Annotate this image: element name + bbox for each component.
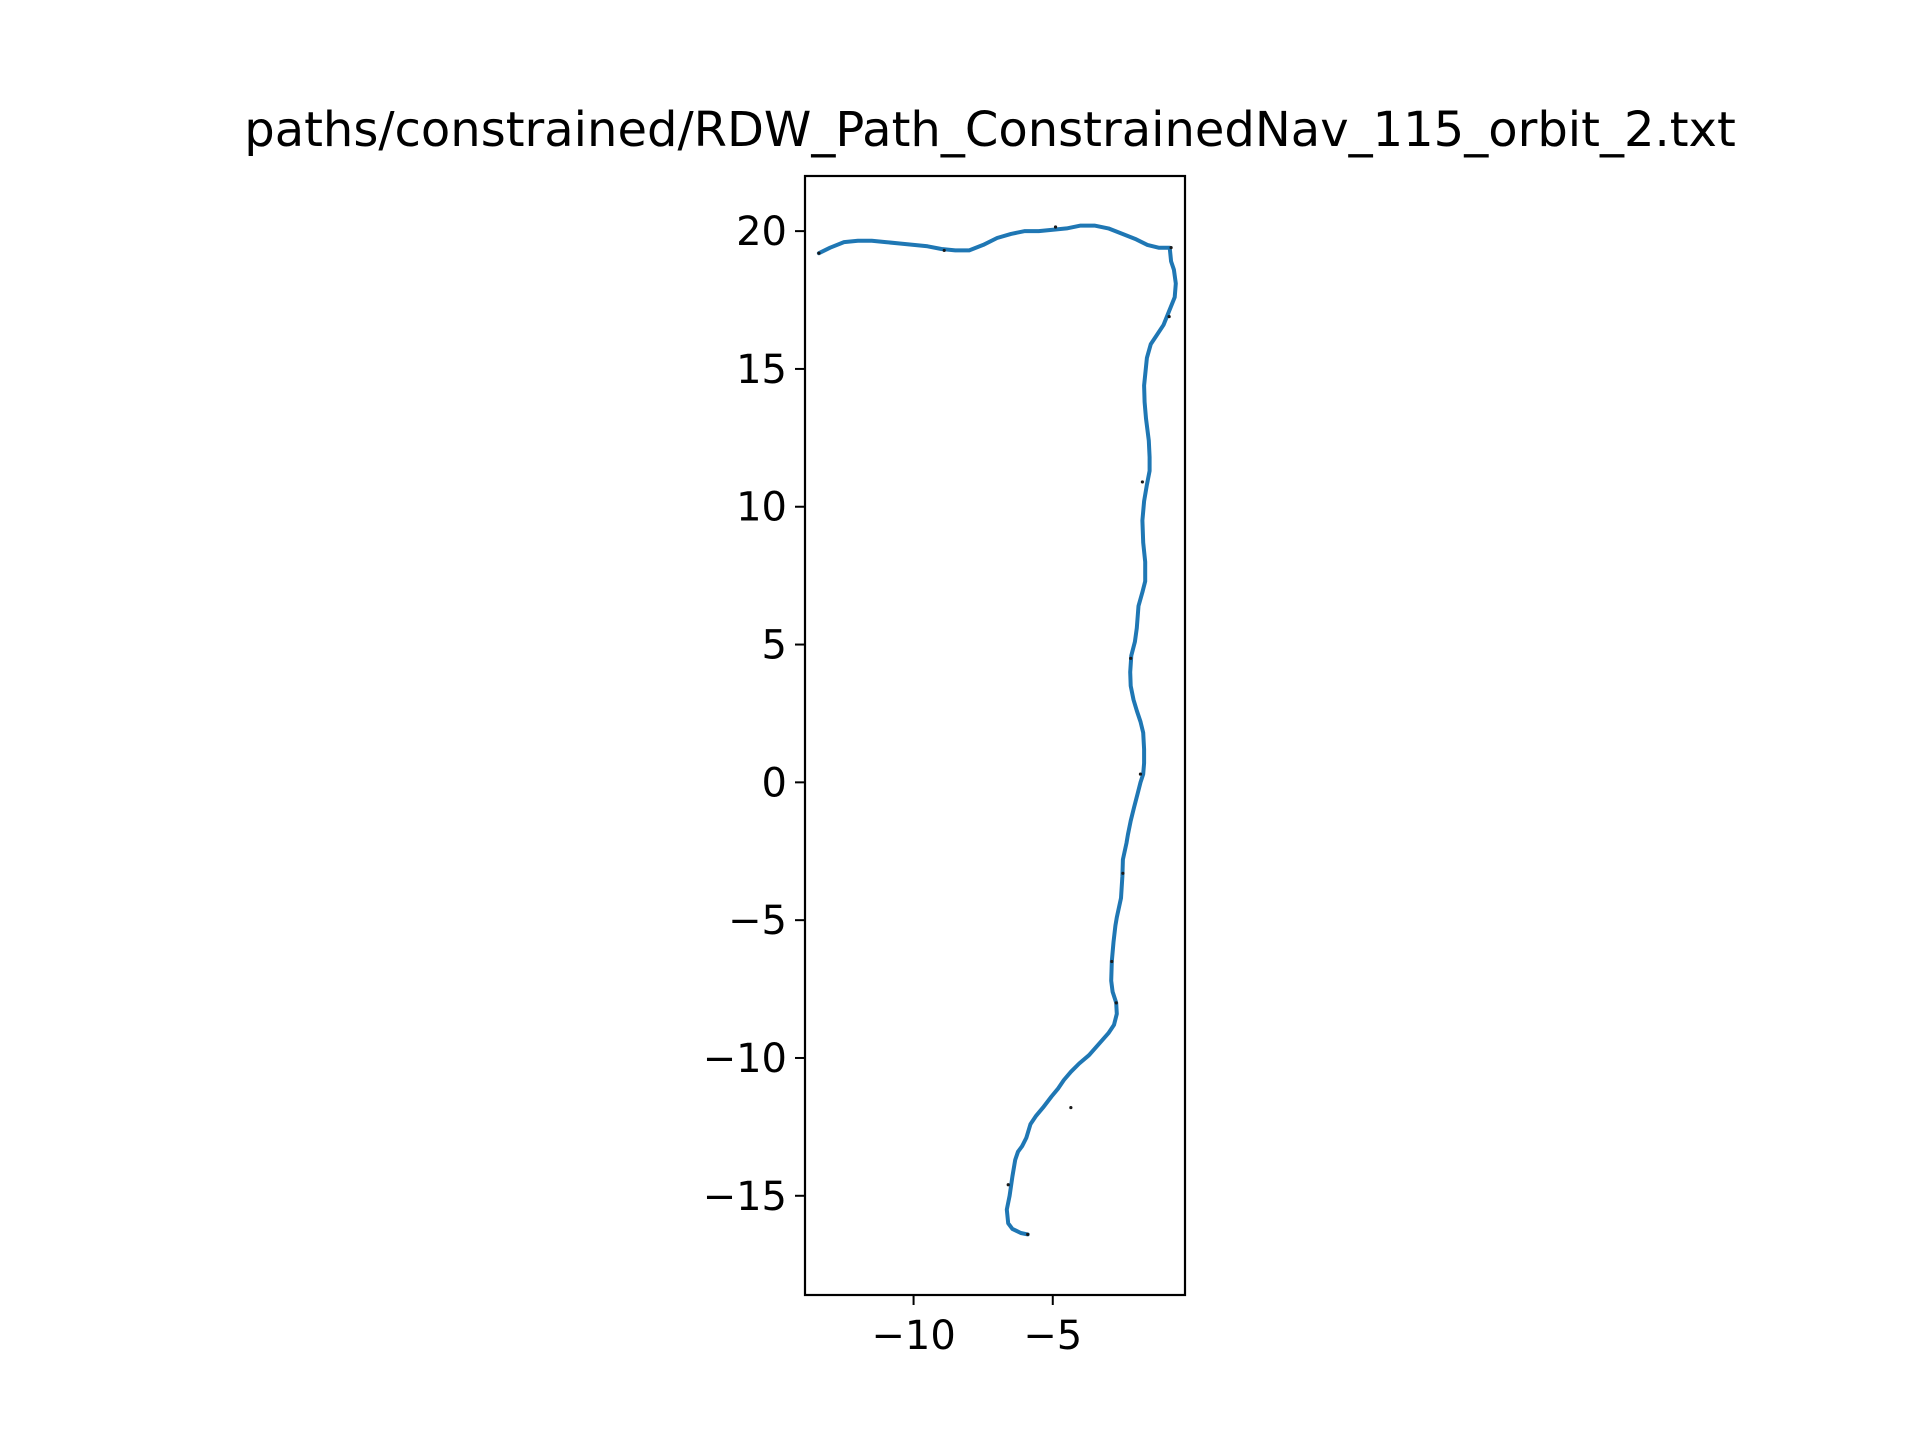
waypoint-marker [1053, 225, 1058, 229]
waypoint-marker [1169, 246, 1173, 250]
waypoint-marker [1121, 871, 1125, 875]
waypoint-marker [1026, 1232, 1030, 1236]
waypoint-marker [817, 251, 821, 255]
series-line-0 [816, 223, 1178, 1237]
waypoint-marker [942, 248, 946, 253]
waypoint-marker [1006, 1183, 1010, 1187]
waypoint-marker [1069, 1105, 1073, 1110]
axis-ticks: 20 15 10 5 0 −5 −10 −15 −10 −5 [703, 209, 1083, 1359]
y-tick-label: 5 [762, 623, 787, 669]
chart-title: paths/constrained/RDW_Path_ConstrainedNa… [244, 102, 1736, 158]
waypoint-marker [1138, 772, 1143, 776]
waypoint-marker [1140, 480, 1145, 484]
axes-frame [803, 174, 1187, 1297]
y-tick-label: 15 [736, 347, 787, 393]
waypoint-marker [1110, 959, 1114, 964]
x-tick-label: −5 [1023, 1313, 1082, 1359]
y-tick-label: 20 [736, 209, 787, 255]
y-tick-label: −5 [728, 898, 787, 944]
plot-area [816, 223, 1178, 1237]
waypoint-marker [1114, 1001, 1118, 1005]
waypoint-marker [1167, 314, 1171, 319]
y-tick-label: 0 [762, 760, 787, 806]
y-tick-label: −15 [703, 1174, 787, 1220]
y-tick-label: 10 [736, 485, 787, 531]
y-tick-label: −10 [703, 1036, 787, 1082]
x-tick-label: −10 [871, 1313, 955, 1359]
waypoint-marker [1129, 656, 1133, 660]
